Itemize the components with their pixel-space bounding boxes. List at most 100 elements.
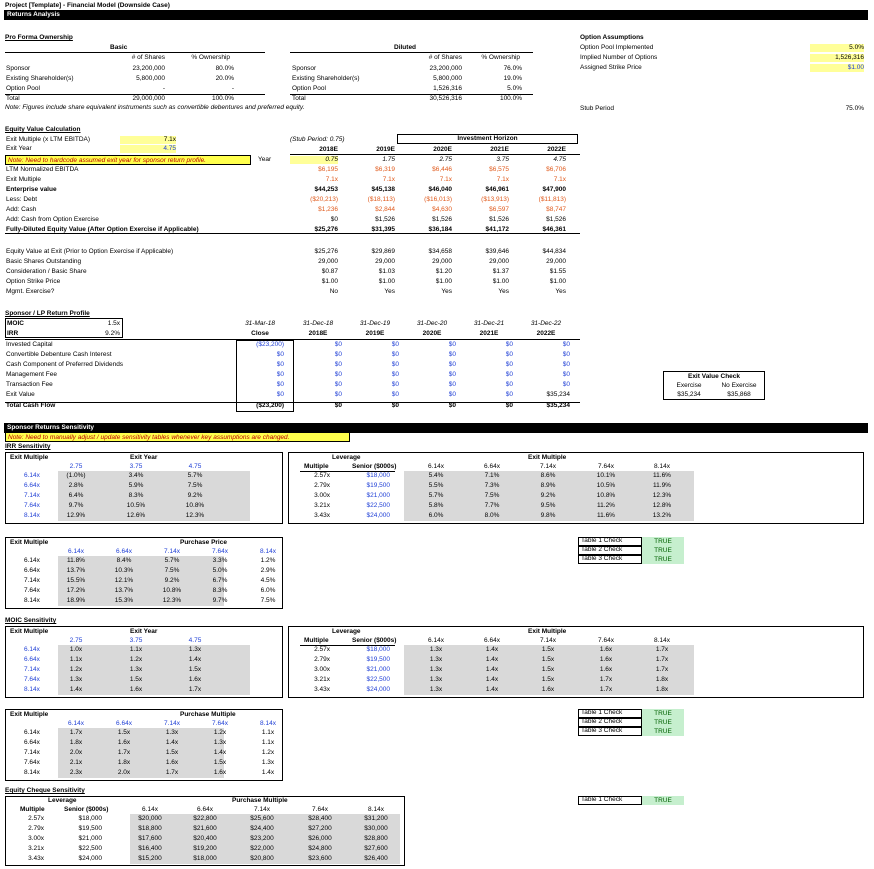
lp-cell: $0: [391, 381, 399, 388]
option-value[interactable]: 1,526,316: [810, 54, 864, 62]
exit-multiple-input[interactable]: 7.1x: [120, 136, 176, 144]
ev-cell: ($11,813): [538, 196, 566, 203]
lev-col-value: 6.64x: [484, 463, 500, 470]
lev-cell: 10.1%: [596, 472, 616, 479]
lp-cell: $0: [334, 361, 342, 368]
lev-cell: 1.3x: [429, 646, 443, 653]
option-label: Assigned Strike Price: [580, 64, 642, 71]
eq-multiple: 3.00x: [28, 835, 44, 842]
lp-cell: $0: [391, 371, 399, 378]
eq-senior: $18,000: [78, 815, 103, 822]
lp-cell: $0: [448, 391, 456, 398]
table-cell: 1.4x: [188, 656, 202, 663]
table-cell: 11.8%: [67, 557, 85, 564]
table-cell: 1.3x: [165, 729, 179, 736]
lp-cell: $0: [448, 351, 456, 358]
lev-multiple: 2.79x: [314, 482, 330, 489]
table-row-value: 6.64x: [24, 739, 40, 746]
lev-cell: 5.7%: [428, 492, 444, 499]
eq-cell: $24,800: [308, 845, 332, 852]
ev2-cell: Yes: [384, 288, 395, 295]
lev-cell: 1.4x: [485, 656, 499, 663]
table-cell: 1.4x: [165, 739, 179, 746]
lev-cell: 7.7%: [484, 502, 500, 509]
ev-cell: $36,184: [428, 226, 453, 233]
lp-date: 31-Dec-19: [359, 320, 391, 327]
table-col-header: Purchase Price: [180, 539, 227, 546]
leverage-header: Leverage: [332, 454, 361, 461]
ev2-cell: $34,658: [428, 248, 453, 255]
ev2-cell: $1.03: [378, 268, 395, 275]
pf-diluted-label: Existing Shareholder(s): [292, 75, 360, 82]
lev-cell: 8.0%: [484, 512, 500, 519]
lev-cell: 7.5%: [484, 492, 500, 499]
option-value[interactable]: $1.00: [810, 64, 864, 72]
lev-cell: 6.0%: [428, 512, 444, 519]
pf-basic-label: Sponsor: [6, 65, 31, 72]
table-cell: 12.3%: [162, 597, 182, 604]
lev-cell: 12.3%: [652, 492, 672, 499]
table-cell: 1.8x: [117, 759, 131, 766]
table-col-value: 7.64x: [212, 720, 228, 727]
ev-cell: $25,276: [314, 226, 339, 233]
lev-cell: 8.6%: [540, 472, 556, 479]
lev-cell: 8.9%: [540, 482, 556, 489]
ev-cell: $1,526: [375, 216, 395, 223]
lev-multiple: 3.43x: [314, 686, 330, 693]
stub-period-note: (Stub Period: 0.75): [290, 136, 345, 143]
eq-multiple-header: Multiple: [20, 806, 45, 813]
ev2-cell: $1.00: [549, 278, 566, 285]
lp-cell: $0: [448, 381, 456, 388]
table-cell: 9.7%: [212, 597, 228, 604]
lev-col-value: 8.14x: [654, 463, 670, 470]
eq-multiple: 2.79x: [28, 825, 44, 832]
lp-row-label: Transaction Fee: [6, 381, 53, 388]
check-value: TRUE: [642, 555, 684, 564]
table-col-value: 6.14x: [68, 548, 84, 555]
eq-cell: $16,400: [138, 845, 162, 852]
table-cell: 1.7x: [165, 769, 179, 776]
lp-sub: 2021E: [479, 330, 499, 337]
lev-senior: $18,000: [366, 646, 391, 653]
table-cell: 1.3x: [129, 666, 143, 673]
table-cell: 5.9%: [128, 482, 144, 489]
ev2-cell: Yes: [441, 288, 452, 295]
lev-senior: $19,500: [366, 656, 391, 663]
eq-senior: $19,500: [78, 825, 103, 832]
check-label: Table 1 Check: [581, 537, 623, 544]
eq-multiple: 2.57x: [28, 815, 44, 822]
lev-senior: $18,000: [366, 472, 391, 479]
exit-year-label: Exit Year: [6, 145, 32, 152]
lp-cell: $0: [276, 351, 284, 358]
ev2-cell: $1.00: [378, 278, 395, 285]
table-cell: 10.8%: [185, 502, 205, 509]
lev-senior: $21,000: [366, 666, 391, 673]
table-cell: 7.5%: [260, 597, 276, 604]
exit-multiple-label: Exit Multiple (x LTM EBITDA): [6, 136, 91, 143]
lp-cell: $0: [391, 341, 399, 348]
eq-purchase-header: Purchase Multiple: [232, 797, 288, 804]
ev2-cell: 29,000: [318, 258, 338, 265]
investment-horizon: Investment Horizon: [457, 135, 518, 142]
ev-cell: 7.1x: [325, 176, 338, 183]
lp-date: 31-Dec-22: [530, 320, 562, 327]
pf-diluted-shares: 5,800,000: [433, 75, 462, 82]
senior-header: Senior ($000s): [352, 637, 397, 644]
option-value[interactable]: 5.0%: [810, 44, 864, 52]
ev2-cell: $1.55: [549, 268, 566, 275]
project-title: Project [Template] - Financial Model (Do…: [5, 2, 170, 9]
table-cell: 1.6x: [117, 739, 131, 746]
ev2-cell: $1.37: [492, 268, 509, 275]
lev-col-value: 6.64x: [484, 637, 500, 644]
ev2-row-label: Equity Value at Exit (Prior to Option Ex…: [6, 248, 174, 255]
exit-year-input[interactable]: 4.75: [120, 145, 176, 153]
lp-row-label: Convertible Debenture Cash Interest: [6, 351, 112, 358]
lev-cell: 1.3x: [429, 676, 443, 683]
table-cell: 1.7x: [188, 686, 202, 693]
lev-cell: 1.8x: [655, 676, 669, 683]
table-row-header: Exit Multiple: [10, 628, 49, 635]
table-cell: 6.0%: [260, 587, 276, 594]
table-row-value: 7.14x: [24, 577, 40, 584]
table-cell: 1.7x: [117, 749, 131, 756]
lev-multiple: 3.00x: [314, 666, 330, 673]
